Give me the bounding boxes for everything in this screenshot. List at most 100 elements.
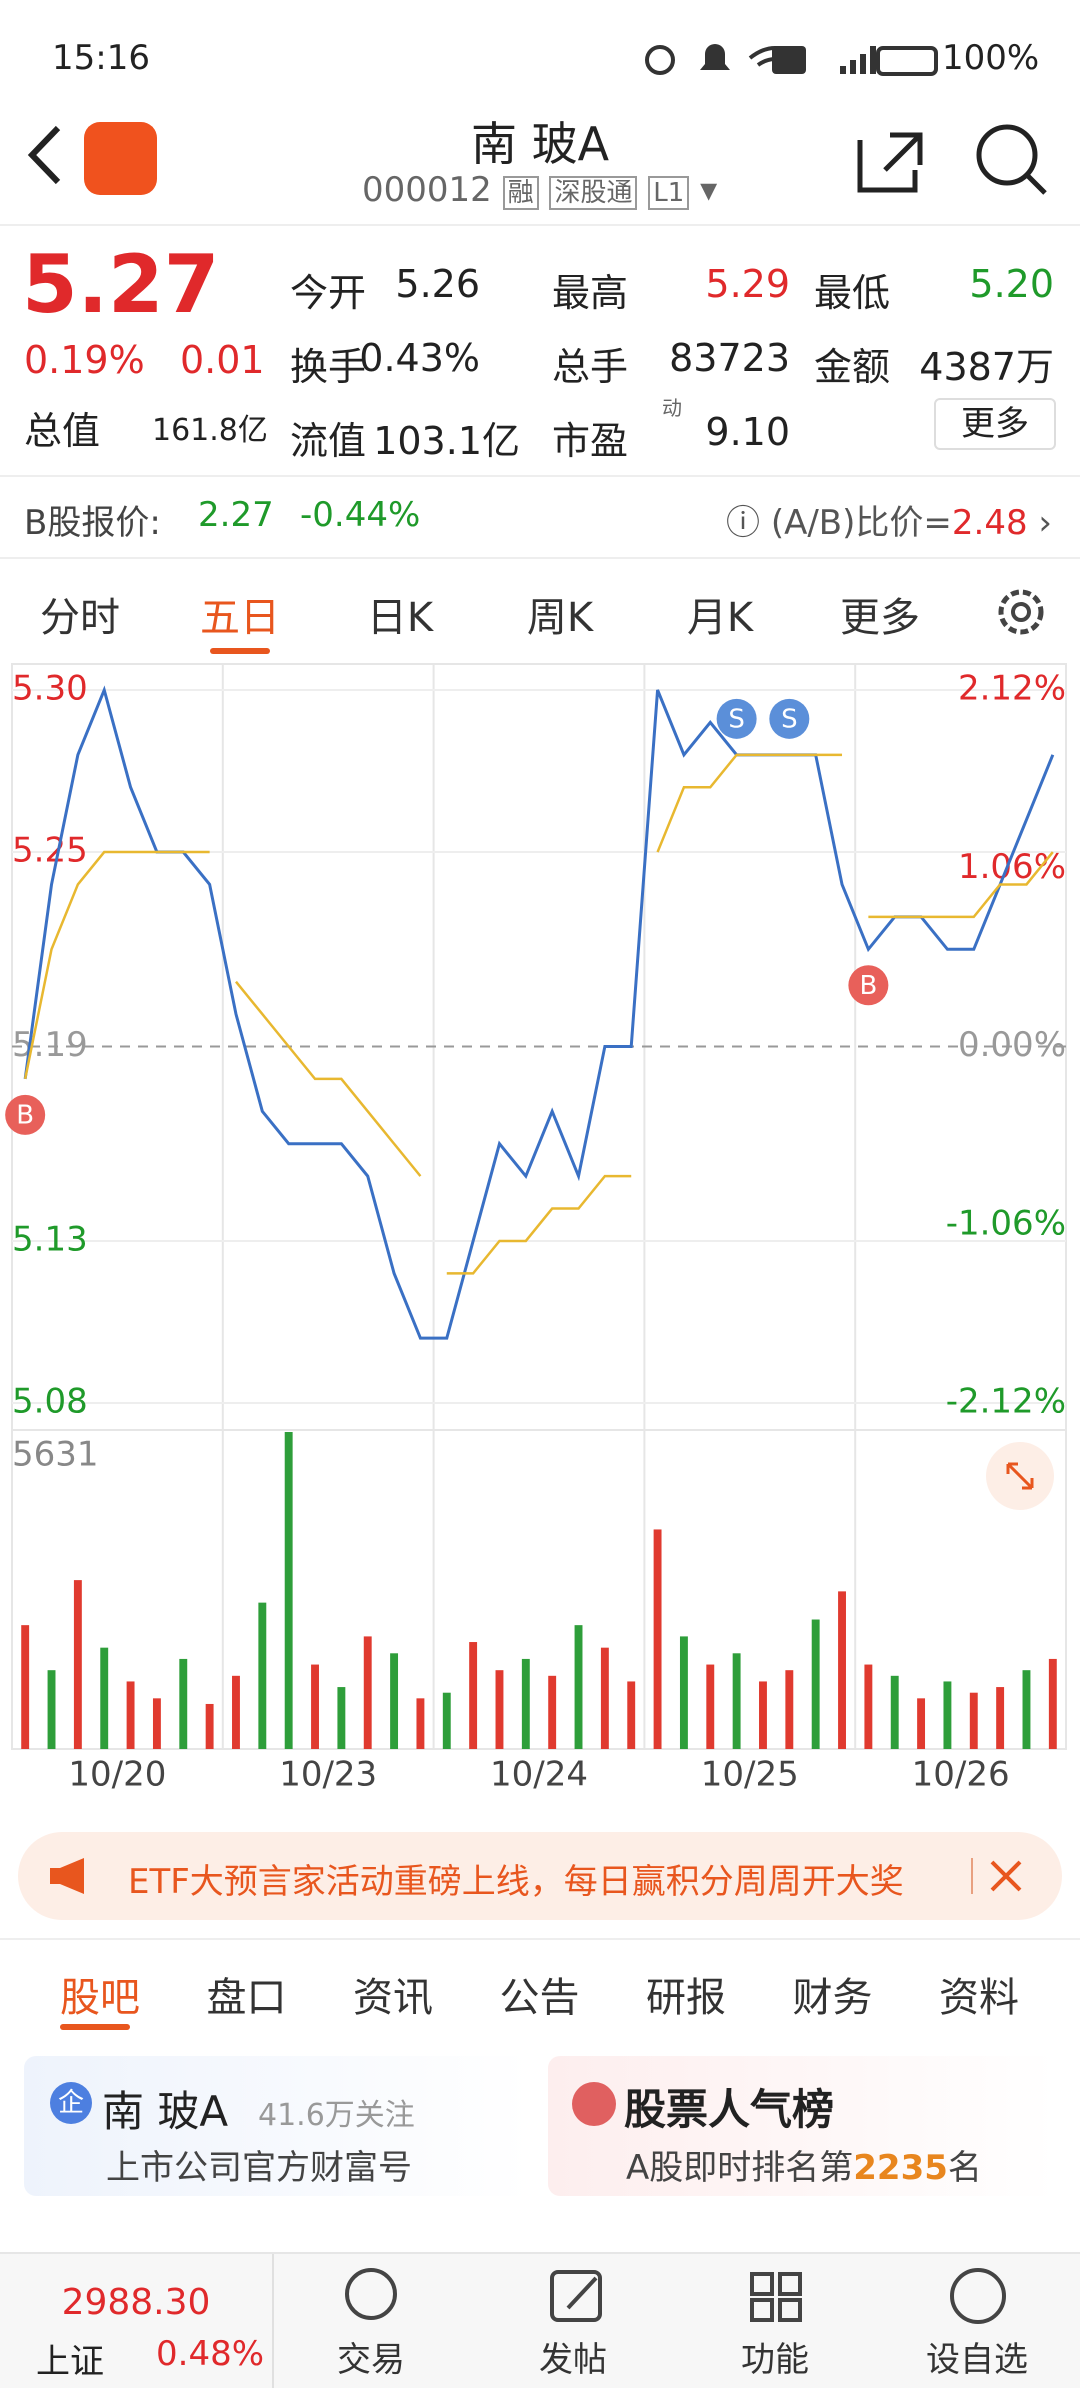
- nav-item[interactable]: 交易: [337, 2340, 405, 2380]
- tab[interactable]: 日K: [366, 595, 434, 641]
- banner-close[interactable]: [968, 1856, 1048, 1896]
- rank-title: 股票人气榜: [624, 2085, 835, 2134]
- header-actions[interactable]: [850, 120, 1050, 200]
- rank-sub: A股即时排名第2235名: [626, 2140, 982, 2189]
- tab[interactable]: 月K: [686, 595, 754, 641]
- rank-card[interactable]: [548, 2056, 1056, 2196]
- field-label: 今开: [290, 271, 367, 315]
- volume-bar: [416, 1698, 425, 1749]
- nav-item[interactable]: 功能: [741, 2340, 809, 2380]
- follow: 41.6万关注: [258, 2098, 415, 2133]
- tab[interactable]: 五日: [200, 595, 280, 641]
- volume-bar: [706, 1664, 715, 1749]
- volume-bar: [996, 1687, 1005, 1749]
- volume-bar: [1048, 1658, 1057, 1749]
- stock-code: 000012 融 深股通 L1 ▾: [362, 170, 718, 210]
- tag: 深股通: [549, 176, 638, 210]
- battery: 100%: [942, 38, 1040, 78]
- sub-tab[interactable]: 研报: [646, 1975, 726, 2021]
- volume-bar: [47, 1670, 56, 1749]
- ratio-label: (A/B)比价=: [770, 503, 952, 543]
- sub-tab[interactable]: 股吧: [60, 1975, 140, 2021]
- sub-tab[interactable]: 公告: [499, 1975, 580, 2021]
- company-card[interactable]: [24, 2056, 530, 2196]
- sub-tab[interactable]: 资讯: [353, 1975, 433, 2021]
- sub-tab[interactable]: 财务: [792, 1975, 873, 2021]
- nav-item[interactable]: 发帖: [539, 2340, 607, 2380]
- y2-tick-label: 2.12%: [958, 669, 1066, 709]
- volume-bar: [838, 1591, 846, 1749]
- field-value: 4387万: [919, 345, 1054, 389]
- volume-bar: [100, 1647, 109, 1749]
- banner[interactable]: [18, 1832, 1062, 1920]
- volume-bar: [284, 1432, 293, 1749]
- field-label: 流值: [290, 419, 367, 463]
- index-change: 0.48%: [156, 2334, 265, 2374]
- ratio: ⓘ (A/B)比价=2.48 ›: [726, 503, 1052, 543]
- tab[interactable]: 分时: [40, 595, 120, 641]
- pe-sup: 动: [662, 396, 682, 420]
- volume-bar: [627, 1681, 636, 1749]
- badge: 企: [50, 2082, 92, 2124]
- ratio-value: 2.48: [951, 503, 1028, 543]
- volume-tick-label: 5631: [12, 1435, 99, 1475]
- company-sub: 上市公司官方财富号: [106, 2148, 412, 2188]
- rank-number: 2235: [853, 2148, 948, 2188]
- x-tick-label: 10/20: [68, 1755, 166, 1795]
- app-logo: [84, 122, 157, 195]
- volume-bar: [337, 1687, 346, 1749]
- trade-marker-label: B: [16, 1100, 34, 1130]
- field-value: 83723: [669, 336, 790, 380]
- tab[interactable]: 周K: [526, 595, 594, 641]
- volume-bar: [152, 1698, 161, 1749]
- field-label: 市盈: [552, 419, 629, 463]
- rank-post: 名: [947, 2148, 982, 2188]
- back-button[interactable]: [20, 120, 70, 190]
- sub-tab[interactable]: 盘口: [206, 1975, 287, 2021]
- field-value: 103.1亿: [373, 419, 520, 463]
- rank-icon: [572, 2082, 616, 2126]
- volume-bar: [759, 1681, 767, 1749]
- y-tick-label: 5.08: [12, 1382, 88, 1422]
- y2-tick-label: -1.06%: [946, 1203, 1066, 1243]
- x-tick-label: 10/25: [701, 1755, 799, 1795]
- price: 5.27: [22, 238, 220, 331]
- y-tick-label: 5.25: [12, 831, 88, 871]
- volume-bar: [864, 1664, 873, 1749]
- price-line: [23, 753, 1054, 1275]
- x-tick-label: 10/23: [279, 1755, 377, 1795]
- x-tick-label: 10/26: [912, 1755, 1010, 1795]
- tag: L1: [648, 176, 690, 210]
- index-value[interactable]: 2988.30: [61, 2282, 211, 2323]
- field-value: 0.43%: [359, 336, 480, 380]
- volume-bar: [442, 1692, 451, 1749]
- b-label: B股报价:: [24, 503, 161, 543]
- volume-bar: [495, 1670, 504, 1749]
- code: 000012: [362, 170, 492, 210]
- nav-item[interactable]: 设自选: [926, 2340, 1028, 2380]
- volume-bar: [653, 1529, 662, 1749]
- total-label: 总值: [24, 409, 101, 453]
- volume-bar: [811, 1619, 820, 1749]
- b-price: 2.27: [198, 495, 274, 535]
- volume-bar: [311, 1664, 319, 1749]
- status-icons: [645, 44, 938, 76]
- field-label: 最高: [552, 271, 629, 315]
- sub-tab[interactable]: 资料: [939, 1975, 1019, 2021]
- volume-bar: [890, 1675, 899, 1749]
- banner-text: ETF大预言家活动重磅上线，每日赢积分周周开大奖: [128, 1862, 904, 1902]
- change: 0.01: [180, 338, 265, 382]
- more-button[interactable]: 更多: [934, 398, 1056, 450]
- volume-bar: [917, 1698, 926, 1749]
- volume-bar: [126, 1681, 135, 1749]
- settings[interactable]: [994, 585, 1048, 639]
- tag: 融: [502, 176, 539, 210]
- x-tick-label: 10/24: [490, 1755, 588, 1795]
- volume-bar: [21, 1625, 30, 1749]
- chart: 5.305.255.195.135.082.12%1.06%0.00%-1.06…: [5, 663, 1067, 1795]
- nav-icons: [345, 2268, 1006, 2324]
- volume-bar: [232, 1675, 240, 1749]
- bottom-nav: [0, 2252, 1080, 2388]
- tab[interactable]: 更多: [840, 595, 920, 641]
